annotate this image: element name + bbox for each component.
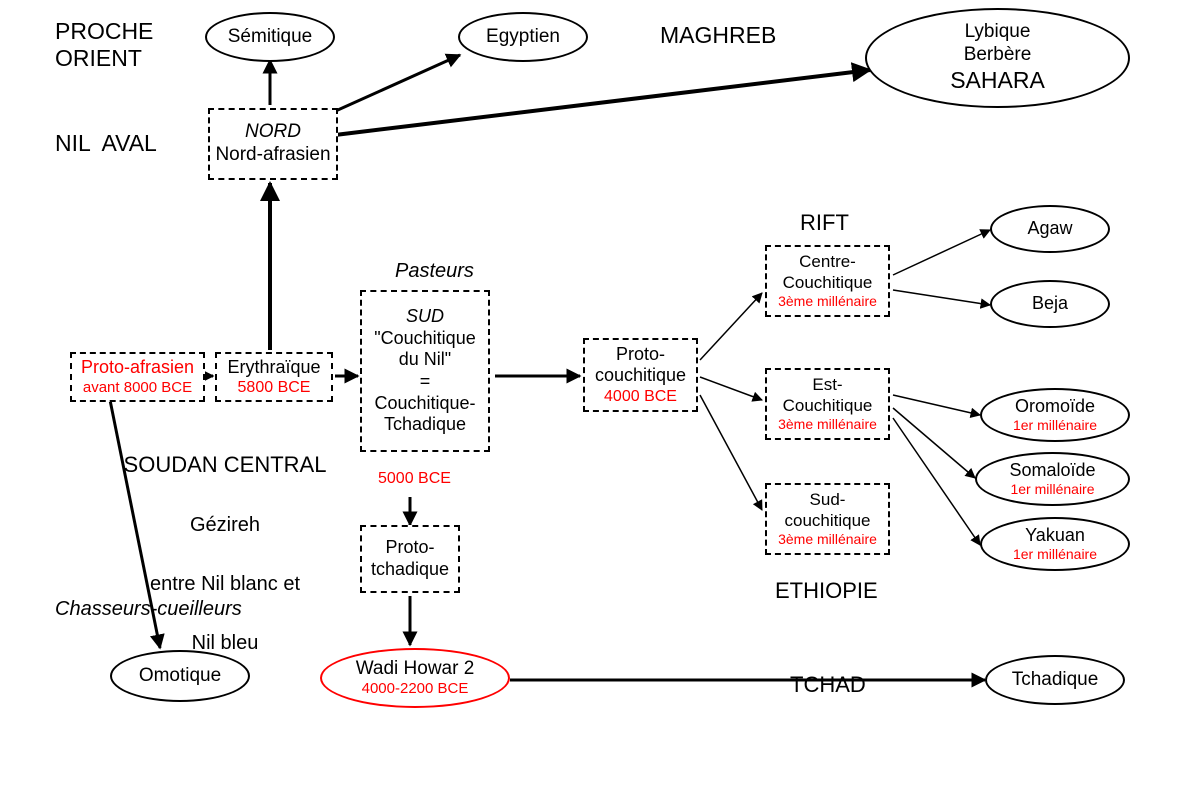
sud-l4: = <box>420 371 431 393</box>
node-oromoide: Oromoïde 1er millénaire <box>980 388 1130 442</box>
sc-l2: couchitique <box>784 511 870 531</box>
sahara-l2: Berbère <box>964 44 1032 67</box>
proto-afrasien-l2: avant 8000 BCE <box>83 379 192 397</box>
node-centre-couch: Centre- Couchitique 3ème millénaire <box>765 245 890 317</box>
node-egyptien: Egyptien <box>458 12 588 62</box>
edge-centre_couch-beja <box>893 290 990 305</box>
sud-l2: "Couchitique <box>374 328 475 350</box>
edge-nord-sahara <box>335 70 870 135</box>
sud-l1: SUD <box>406 306 444 328</box>
sud-l6: Tchadique <box>384 414 466 436</box>
som-l2: 1er millénaire <box>1010 481 1094 498</box>
nord-l2: Nord-afrasien <box>215 144 330 167</box>
region-ethiopie: ETHIOPIE <box>775 578 878 604</box>
node-tchadique: Tchadique <box>985 655 1125 705</box>
erythraique-l2: 5800 BCE <box>238 378 311 397</box>
node-proto-tchadique: Proto- tchadique <box>360 525 460 593</box>
soudan-sub3: Nil bleu <box>115 632 335 655</box>
node-sud: SUD "Couchitique du Nil" = Couchitique- … <box>360 290 490 452</box>
cc-l1: Centre- <box>799 252 856 272</box>
node-beja: Beja <box>990 280 1110 328</box>
edge-nord-egyptien <box>320 55 460 118</box>
node-yakuan: Yakuan 1er millénaire <box>980 517 1130 571</box>
ec-l3: 3ème millénaire <box>778 416 877 433</box>
region-proche-orient: PROCHE ORIENT <box>55 18 153 72</box>
node-proto-couchitique: Proto- couchitique 4000 BCE <box>583 338 698 412</box>
node-wadi-howar: Wadi Howar 2 4000-2200 BCE <box>320 648 510 708</box>
proto-afrasien-l1: Proto-afrasien <box>81 357 194 379</box>
yak-l1: Yakuan <box>1025 525 1085 547</box>
pc-l2: couchitique <box>595 365 686 387</box>
yak-l2: 1er millénaire <box>1013 546 1097 563</box>
region-soudan-central: SOUDAN CENTRAL Gézireh entre Nil blanc e… <box>115 416 335 691</box>
sud-date: 5000 BCE <box>378 470 451 488</box>
som-l1: Somaloïde <box>1009 460 1095 482</box>
egyptien-label: Egyptien <box>486 26 560 49</box>
nord-l1: NORD <box>245 121 301 144</box>
node-erythraique: Erythraïque 5800 BCE <box>215 352 333 402</box>
region-pasteurs: Pasteurs <box>395 260 474 283</box>
edge-est_couch-somaloide <box>893 408 975 478</box>
region-nil-aval: NIL AVAL <box>55 130 157 157</box>
node-somaloide: Somaloïde 1er millénaire <box>975 452 1130 506</box>
sc-l1: Sud- <box>810 490 846 510</box>
sahara-l1: Lybique <box>965 21 1031 44</box>
region-maghreb: MAGHREB <box>660 22 776 49</box>
edge-proto_couchitique-sud_couch <box>700 395 762 510</box>
diagram-stage: PROCHE ORIENT NIL AVAL MAGHREB Pasteurs … <box>0 0 1181 785</box>
edge-proto_couchitique-est_couch <box>700 377 762 400</box>
sud-l5: Couchitique- <box>374 393 475 415</box>
cc-l3: 3ème millénaire <box>778 293 877 310</box>
region-rift: RIFT <box>800 210 849 236</box>
soudan-sub2: entre Nil blanc et <box>115 573 335 596</box>
edge-centre_couch-agaw <box>893 230 990 275</box>
sahara-l3: SAHARA <box>950 67 1045 95</box>
node-proto-afrasien: Proto-afrasien avant 8000 BCE <box>70 352 205 402</box>
ec-l2: Couchitique <box>783 396 873 416</box>
pt-l1: Proto- <box>385 537 434 559</box>
edge-proto_couchitique-centre_couch <box>700 293 762 360</box>
node-sud-couch: Sud- couchitique 3ème millénaire <box>765 483 890 555</box>
cc-l2: Couchitique <box>783 273 873 293</box>
edge-est_couch-oromoide <box>893 395 980 415</box>
oro-l2: 1er millénaire <box>1013 417 1097 434</box>
node-sahara: Lybique Berbère SAHARA <box>865 8 1130 108</box>
ec-l1: Est- <box>812 375 842 395</box>
sc-l3: 3ème millénaire <box>778 531 877 548</box>
node-agaw: Agaw <box>990 205 1110 253</box>
pc-l1: Proto- <box>616 344 665 366</box>
soudan-sub1: Gézireh <box>115 514 335 537</box>
semitique-label: Sémitique <box>228 26 313 49</box>
pt-l2: tchadique <box>371 559 449 581</box>
node-nord: NORD Nord-afrasien <box>208 108 338 180</box>
beja-label: Beja <box>1032 293 1068 315</box>
soudan-title: SOUDAN CENTRAL <box>115 452 335 478</box>
pc-l3: 4000 BCE <box>604 387 677 406</box>
wadi-l1: Wadi Howar 2 <box>356 658 475 681</box>
sud-l3: du Nil" <box>399 349 451 371</box>
wadi-l2: 4000-2200 BCE <box>362 680 469 698</box>
node-omotique: Omotique <box>110 650 250 702</box>
node-est-couch: Est- Couchitique 3ème millénaire <box>765 368 890 440</box>
tchadique-label: Tchadique <box>1012 669 1099 692</box>
region-tchad: TCHAD <box>790 672 866 698</box>
agaw-label: Agaw <box>1027 218 1072 240</box>
oro-l1: Oromoïde <box>1015 396 1095 418</box>
node-semitique: Sémitique <box>205 12 335 62</box>
erythraique-l1: Erythraïque <box>227 357 320 379</box>
omotique-label: Omotique <box>139 665 221 688</box>
edge-est_couch-yakuan <box>893 418 980 545</box>
